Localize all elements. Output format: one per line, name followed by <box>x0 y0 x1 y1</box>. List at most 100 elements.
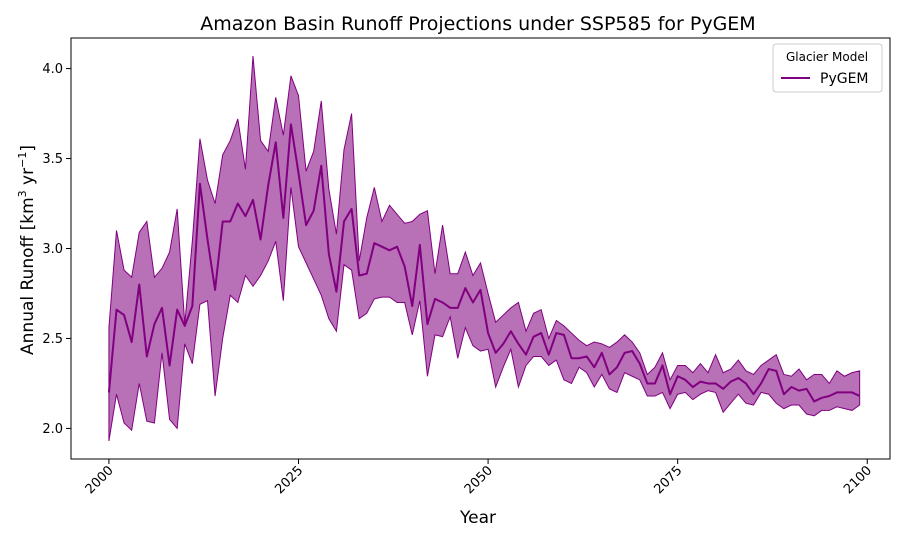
y-axis-label-sup2: −1 <box>16 152 29 168</box>
y-axis-label-main: Annual Runoff [km <box>18 197 38 355</box>
data-point <box>700 381 702 383</box>
data-point <box>434 298 436 300</box>
data-point <box>525 354 527 356</box>
data-point <box>601 352 603 354</box>
chart-title: Amazon Basin Runoff Projections under SS… <box>200 13 755 35</box>
data-point <box>836 392 838 394</box>
data-point <box>138 284 140 286</box>
data-point <box>411 305 413 307</box>
data-point <box>146 356 148 358</box>
data-point <box>381 246 383 248</box>
data-point <box>343 221 345 223</box>
data-point <box>449 307 451 309</box>
data-point <box>684 379 686 381</box>
data-point <box>298 172 300 174</box>
legend-label-pygem: PyGEM <box>820 71 869 87</box>
data-point <box>745 383 747 385</box>
x-tick-label: 2100 <box>841 463 875 497</box>
data-point <box>563 334 565 336</box>
data-point <box>571 357 573 359</box>
data-point <box>851 392 853 394</box>
data-point <box>169 365 171 367</box>
data-point <box>290 124 292 126</box>
data-point <box>389 250 391 252</box>
data-point <box>654 383 656 385</box>
x-axis-ticks: 2000 2025 2050 2075 2100 <box>83 459 875 497</box>
data-point <box>237 203 239 205</box>
data-point <box>753 393 755 395</box>
data-point <box>791 386 793 388</box>
data-point <box>283 217 285 219</box>
data-point <box>442 302 444 304</box>
data-point <box>260 239 262 241</box>
data-point <box>320 165 322 167</box>
data-point <box>616 366 618 368</box>
data-point <box>336 291 338 293</box>
data-point <box>593 366 595 368</box>
data-point <box>457 307 459 309</box>
data-point <box>108 392 110 394</box>
data-point <box>427 323 429 325</box>
x-tick-label: 2050 <box>462 463 496 497</box>
y-axis-ticks: 2.0 2.5 3.0 3.5 4.0 <box>42 62 71 437</box>
y-axis-label-end: ] <box>18 145 38 152</box>
data-point <box>540 332 542 334</box>
data-point <box>192 305 194 307</box>
legend: Glacier Model PyGEM <box>772 43 883 93</box>
data-point <box>624 352 626 354</box>
series-line-layer <box>107 123 861 403</box>
data-point <box>123 314 125 316</box>
data-point <box>305 224 307 226</box>
data-point <box>692 386 694 388</box>
data-point <box>502 343 504 345</box>
data-point <box>131 341 133 343</box>
y-axis-label-mid: yr <box>18 168 38 190</box>
data-point <box>798 390 800 392</box>
data-point <box>161 307 163 309</box>
series-band-pygem <box>108 55 861 442</box>
data-point <box>533 336 535 338</box>
series-line-pygem <box>107 123 861 403</box>
data-point <box>465 287 467 289</box>
data-point <box>639 363 641 365</box>
data-point <box>222 221 224 223</box>
y-axis-label-sup1: 3 <box>16 190 29 197</box>
data-point <box>396 246 398 248</box>
x-tick-label: 2025 <box>272 463 306 497</box>
data-point <box>677 375 679 377</box>
y-tick-label: 2.5 <box>42 332 63 347</box>
y-tick-label: 3.0 <box>42 242 63 257</box>
data-point <box>366 273 368 275</box>
data-point <box>267 185 269 187</box>
data-point <box>738 377 740 379</box>
data-point <box>374 242 376 244</box>
data-point <box>813 401 815 403</box>
data-point <box>821 397 823 399</box>
data-point <box>548 354 550 356</box>
data-point <box>829 395 831 397</box>
x-tick-label: 2075 <box>651 463 685 497</box>
data-point <box>556 332 558 334</box>
data-point <box>783 393 785 395</box>
y-tick-label: 4.0 <box>42 62 63 77</box>
data-point <box>199 183 201 185</box>
data-point <box>252 199 254 201</box>
data-point <box>176 309 178 311</box>
legend-title: Glacier Model <box>786 50 868 64</box>
data-point <box>806 388 808 390</box>
data-point <box>715 383 717 385</box>
data-point <box>313 210 315 212</box>
data-point <box>154 323 156 325</box>
data-point <box>351 208 353 210</box>
data-point <box>760 383 762 385</box>
data-point <box>487 332 489 334</box>
y-tick-label: 2.0 <box>42 422 63 437</box>
data-point <box>328 253 330 255</box>
data-point <box>662 365 664 367</box>
data-point <box>647 383 649 385</box>
data-point <box>404 266 406 268</box>
data-point <box>116 309 118 311</box>
data-point <box>510 330 512 332</box>
data-point <box>844 392 846 394</box>
